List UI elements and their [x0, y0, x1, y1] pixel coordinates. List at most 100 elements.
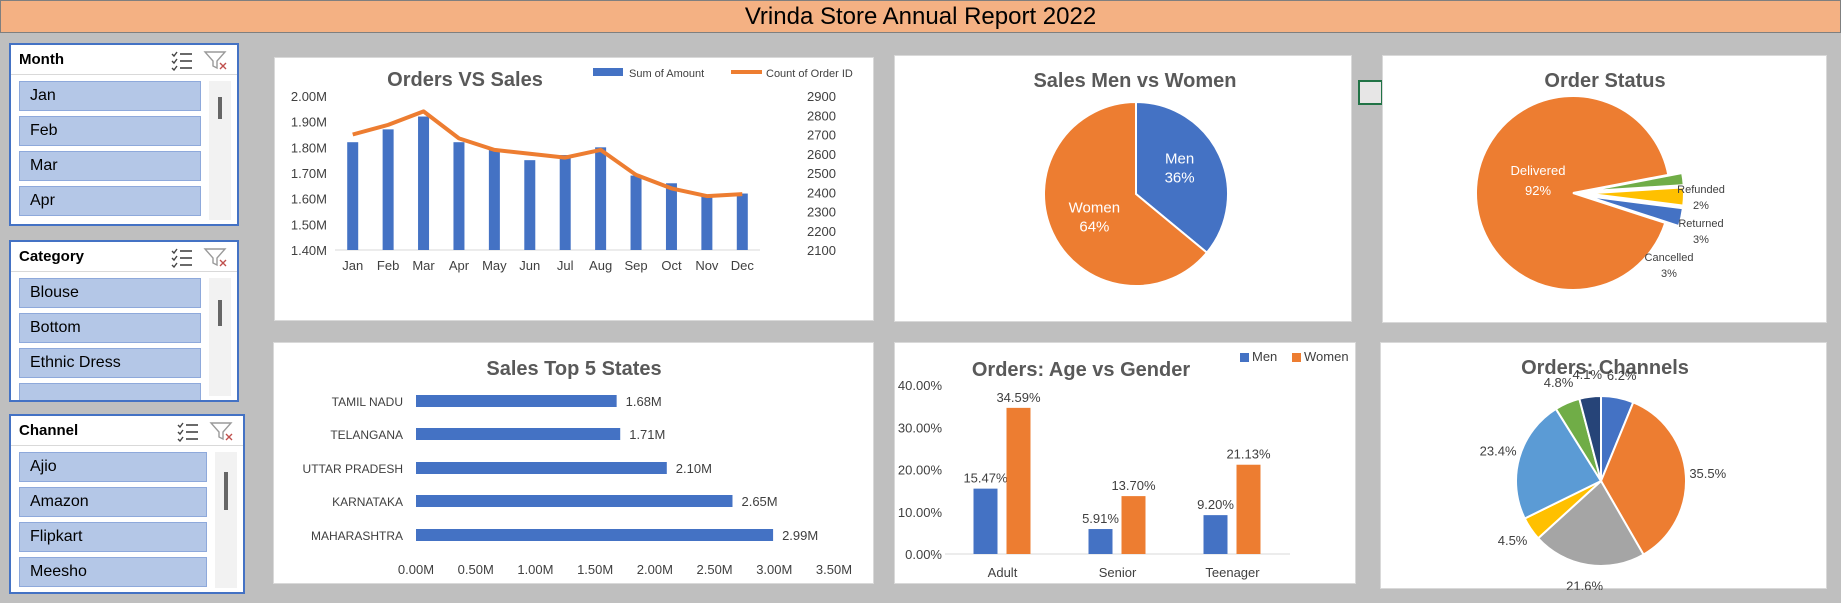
- top-states-chart: Sales Top 5 States TAMIL NADU 1.68M TELANGA…: [303, 358, 853, 577]
- y-tick-label: 0.00%: [905, 547, 942, 562]
- slicer-item-ajio[interactable]: Ajio: [19, 452, 207, 482]
- pie-pct-label: 6.2%: [1607, 368, 1637, 383]
- legend-label-men: Men: [1252, 349, 1277, 364]
- category-slicer-title: Category: [19, 248, 85, 265]
- scrollbar-thumb[interactable]: [218, 97, 222, 119]
- channel-slicer-title: Channel: [19, 422, 79, 439]
- bar-value-label: 15.47%: [963, 471, 1008, 486]
- slicer-item-jan[interactable]: Jan: [19, 81, 201, 111]
- channel-slice-4: [1515, 407, 1603, 520]
- sales-men-women-card[interactable]: Sales Men vs Women Men 36% Women 64%: [894, 55, 1352, 322]
- month-slicer-list: Jan Feb Mar Apr: [19, 81, 201, 224]
- channel-slicer-list: Ajio Amazon Flipkart Meesho: [19, 452, 207, 592]
- status-slice-0: [1475, 95, 1670, 291]
- bar-amount: [595, 147, 607, 250]
- x-tick-label: 2.50M: [697, 562, 733, 577]
- clear-filter-icon[interactable]: [203, 49, 229, 71]
- bar-amount: [701, 196, 713, 250]
- multi-select-icon[interactable]: [175, 420, 201, 442]
- y-left-tick-label: 1.60M: [291, 192, 327, 207]
- selected-cell[interactable]: [1358, 80, 1383, 105]
- slicer-item-partial[interactable]: [19, 383, 201, 400]
- x-tick-label: Senior: [1099, 565, 1137, 580]
- bar-state: [416, 395, 617, 407]
- bar-amount: [453, 142, 465, 250]
- multi-select-icon[interactable]: [169, 246, 195, 268]
- slicer-item-bottom[interactable]: Bottom: [19, 313, 201, 343]
- line-order-count: [352, 109, 743, 199]
- status-slice-2: [1586, 186, 1685, 207]
- bar-women: [1121, 496, 1146, 554]
- slicer-item-meesho[interactable]: Meesho: [19, 557, 207, 587]
- x-tick-label: Adult: [988, 565, 1018, 580]
- x-tick-label: Jun: [519, 258, 540, 273]
- y-left-tick-label: 1.80M: [291, 140, 327, 155]
- bar-value-label: 1.68M: [626, 394, 662, 409]
- bar-value-label: 2.10M: [676, 461, 712, 476]
- x-tick-label: 3.00M: [756, 562, 792, 577]
- bar-value-label: 1.71M: [629, 427, 665, 442]
- multi-select-icon[interactable]: [169, 49, 195, 71]
- month-slicer[interactable]: Month Jan Feb Mar Apr: [9, 43, 239, 226]
- clear-filter-icon[interactable]: [209, 420, 235, 442]
- report-title: Vrinda Store Annual Report 2022: [744, 2, 1097, 30]
- channels-card[interactable]: Orders: Channels 6.2% 35.5% 21.6% 4.5% 23.4% 4…: [1380, 342, 1827, 594]
- bar-value-label: 5.91%: [1082, 511, 1119, 526]
- y-tick-label: UTTAR PRADESH: [303, 462, 403, 476]
- chart-title: Orders: Age vs Gender: [972, 359, 1190, 381]
- legend-label-amount: Sum of Amount: [629, 68, 704, 80]
- gender-slice-1: [1043, 100, 1209, 287]
- slicer-item-feb[interactable]: Feb: [19, 116, 201, 146]
- orders-vs-sales-card[interactable]: Orders VS Sales Sum of Amount Count of Ord…: [274, 57, 874, 321]
- x-tick-label: 1.50M: [577, 562, 613, 577]
- status-label-name: Refunded: [1677, 184, 1725, 196]
- channel-slicer-scrollbar[interactable]: [215, 452, 237, 588]
- bar-amount: [382, 129, 394, 250]
- y-tick-label: TAMIL NADU: [332, 395, 403, 409]
- scrollbar-thumb[interactable]: [224, 472, 228, 510]
- y-tick-label: KARNATAKA: [332, 495, 403, 509]
- month-slicer-header: Month: [11, 45, 237, 75]
- chart-title: Orders VS Sales: [387, 69, 543, 91]
- legend-swatch-women: [1292, 353, 1301, 362]
- x-tick-label: Sep: [624, 258, 647, 273]
- bar-amount: [736, 193, 748, 250]
- bar-value-label: 2.99M: [782, 528, 818, 543]
- slicer-item-amazon[interactable]: Amazon: [19, 487, 207, 517]
- category-slicer[interactable]: Category Blouse Bottom Ethnic Dress: [9, 240, 239, 402]
- bar-men: [973, 488, 998, 554]
- channel-slicer[interactable]: Channel Ajio Amazon Flipkart Meesho: [9, 414, 245, 594]
- bar-state: [416, 428, 621, 440]
- slicer-item-mar[interactable]: Mar: [19, 151, 201, 181]
- status-label-pct: 2%: [1693, 200, 1709, 212]
- pie-pct-label: 4.8%: [1544, 375, 1574, 390]
- pie-label-name: Women: [1069, 199, 1120, 216]
- pie-label-pct: 92%: [1525, 183, 1551, 198]
- x-tick-label: 0.50M: [458, 562, 494, 577]
- legend-swatch-men: [1240, 353, 1249, 362]
- x-tick-label: Feb: [377, 258, 399, 273]
- y-tick-label: 40.00%: [898, 378, 943, 393]
- bar-women: [1006, 407, 1031, 554]
- top-states-card[interactable]: Sales Top 5 States TAMIL NADU 1.68M TELANGA…: [273, 342, 874, 584]
- age-gender-card[interactable]: Orders: Age vs Gender Men Women 0.00% 10.00%…: [894, 342, 1356, 584]
- month-slicer-scrollbar[interactable]: [209, 81, 231, 220]
- status-slice-1: [1586, 171, 1685, 193]
- scrollbar-thumb[interactable]: [218, 300, 222, 326]
- channel-slicer-header: Channel: [11, 416, 243, 446]
- pie-pct-label: 4.1%: [1572, 367, 1602, 382]
- slicer-item-flipkart[interactable]: Flipkart: [19, 522, 207, 552]
- slicer-item-blouse[interactable]: Blouse: [19, 278, 201, 308]
- slicer-item-ethnic-dress[interactable]: Ethnic Dress: [19, 348, 201, 378]
- slicer-item-apr[interactable]: Apr: [19, 186, 201, 216]
- category-slicer-header: Category: [11, 242, 237, 272]
- category-slicer-scrollbar[interactable]: [209, 278, 231, 396]
- chart-title: Sales Top 5 States: [486, 358, 661, 380]
- x-tick-label: 1.00M: [517, 562, 553, 577]
- x-tick-label: Nov: [695, 258, 719, 273]
- bar-value-label: 21.13%: [1226, 447, 1271, 462]
- order-status-card[interactable]: Order Status Delivered 92% Refunded 2% Return…: [1382, 55, 1827, 323]
- pie-pct-label: 4.5%: [1498, 533, 1528, 548]
- legend-swatch-amount: [593, 68, 623, 76]
- clear-filter-icon[interactable]: [203, 246, 229, 268]
